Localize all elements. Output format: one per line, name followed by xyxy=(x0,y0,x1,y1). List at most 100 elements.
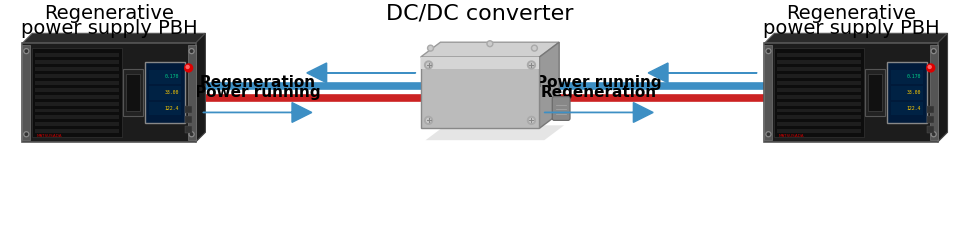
FancyBboxPatch shape xyxy=(869,74,881,111)
Circle shape xyxy=(530,118,534,122)
FancyBboxPatch shape xyxy=(185,126,192,133)
FancyBboxPatch shape xyxy=(36,115,119,119)
Text: 33.00: 33.00 xyxy=(906,90,921,95)
FancyBboxPatch shape xyxy=(929,45,938,140)
Text: 0.170: 0.170 xyxy=(164,74,179,79)
FancyBboxPatch shape xyxy=(778,108,861,113)
Polygon shape xyxy=(196,33,205,142)
Polygon shape xyxy=(764,33,948,43)
FancyBboxPatch shape xyxy=(36,88,119,92)
Text: 0.170: 0.170 xyxy=(906,74,921,79)
Text: power supply PBH: power supply PBH xyxy=(21,19,197,38)
FancyBboxPatch shape xyxy=(778,95,861,99)
Text: 122.4: 122.4 xyxy=(906,106,921,111)
FancyBboxPatch shape xyxy=(778,53,861,57)
Circle shape xyxy=(25,133,28,135)
FancyBboxPatch shape xyxy=(891,70,923,84)
Circle shape xyxy=(24,132,29,137)
FancyBboxPatch shape xyxy=(778,115,861,119)
Circle shape xyxy=(426,118,430,122)
Text: DC/DC converter: DC/DC converter xyxy=(386,4,574,24)
Circle shape xyxy=(527,116,536,124)
FancyBboxPatch shape xyxy=(778,102,861,106)
Text: Regeneration: Regeneration xyxy=(540,85,657,100)
Circle shape xyxy=(766,132,771,137)
Circle shape xyxy=(190,133,193,135)
FancyBboxPatch shape xyxy=(36,102,119,106)
FancyBboxPatch shape xyxy=(927,106,934,113)
FancyBboxPatch shape xyxy=(778,67,861,71)
Polygon shape xyxy=(540,42,559,128)
FancyBboxPatch shape xyxy=(775,48,864,137)
FancyBboxPatch shape xyxy=(778,74,861,78)
Text: Power running: Power running xyxy=(536,75,661,90)
Circle shape xyxy=(527,61,536,69)
FancyBboxPatch shape xyxy=(36,95,119,99)
FancyBboxPatch shape xyxy=(778,81,861,85)
FancyBboxPatch shape xyxy=(36,81,119,85)
FancyBboxPatch shape xyxy=(123,69,143,116)
Circle shape xyxy=(426,63,430,67)
FancyBboxPatch shape xyxy=(420,57,540,128)
FancyBboxPatch shape xyxy=(36,129,119,133)
FancyBboxPatch shape xyxy=(145,62,184,123)
Circle shape xyxy=(533,47,536,50)
Circle shape xyxy=(767,133,770,135)
FancyBboxPatch shape xyxy=(22,45,31,140)
Circle shape xyxy=(424,61,433,69)
Circle shape xyxy=(189,49,194,54)
Circle shape xyxy=(931,49,936,54)
FancyArrow shape xyxy=(307,63,416,83)
FancyBboxPatch shape xyxy=(778,88,861,92)
Circle shape xyxy=(931,132,936,137)
FancyBboxPatch shape xyxy=(36,74,119,78)
FancyBboxPatch shape xyxy=(127,74,139,111)
Text: Regenerative: Regenerative xyxy=(44,4,174,23)
Text: MATSUSADA: MATSUSADA xyxy=(36,134,61,138)
Circle shape xyxy=(489,42,492,45)
Text: Regeneration: Regeneration xyxy=(200,75,316,90)
Text: MATSUSADA: MATSUSADA xyxy=(779,134,804,138)
Circle shape xyxy=(24,49,29,54)
Circle shape xyxy=(25,50,28,52)
FancyBboxPatch shape xyxy=(36,53,119,57)
FancyBboxPatch shape xyxy=(36,67,119,71)
Circle shape xyxy=(190,50,193,52)
FancyBboxPatch shape xyxy=(36,60,119,64)
Circle shape xyxy=(926,64,935,72)
FancyBboxPatch shape xyxy=(865,69,885,116)
Circle shape xyxy=(767,50,770,52)
Polygon shape xyxy=(22,33,205,43)
FancyBboxPatch shape xyxy=(149,102,180,115)
Circle shape xyxy=(932,133,935,135)
Polygon shape xyxy=(420,42,559,57)
FancyBboxPatch shape xyxy=(22,43,196,142)
FancyBboxPatch shape xyxy=(778,60,861,64)
FancyBboxPatch shape xyxy=(185,106,192,113)
FancyArrow shape xyxy=(648,63,757,83)
FancyBboxPatch shape xyxy=(149,86,180,100)
Circle shape xyxy=(487,41,492,47)
Circle shape xyxy=(532,45,538,51)
FancyBboxPatch shape xyxy=(891,86,923,100)
FancyBboxPatch shape xyxy=(927,126,934,133)
Circle shape xyxy=(184,64,193,72)
Text: Regenerative: Regenerative xyxy=(786,4,916,23)
Polygon shape xyxy=(425,125,564,140)
Text: Power running: Power running xyxy=(195,85,321,100)
Circle shape xyxy=(928,66,931,68)
Text: 33.00: 33.00 xyxy=(164,90,179,95)
Polygon shape xyxy=(938,33,948,142)
Circle shape xyxy=(189,132,194,137)
Circle shape xyxy=(429,47,432,50)
FancyArrow shape xyxy=(544,102,653,122)
FancyBboxPatch shape xyxy=(887,62,926,123)
FancyBboxPatch shape xyxy=(891,102,923,115)
Circle shape xyxy=(766,49,771,54)
FancyBboxPatch shape xyxy=(36,108,119,113)
FancyBboxPatch shape xyxy=(552,97,570,120)
Text: 122.4: 122.4 xyxy=(164,106,179,111)
Text: power supply PBH: power supply PBH xyxy=(763,19,939,38)
FancyBboxPatch shape xyxy=(187,45,196,140)
FancyBboxPatch shape xyxy=(149,70,180,84)
